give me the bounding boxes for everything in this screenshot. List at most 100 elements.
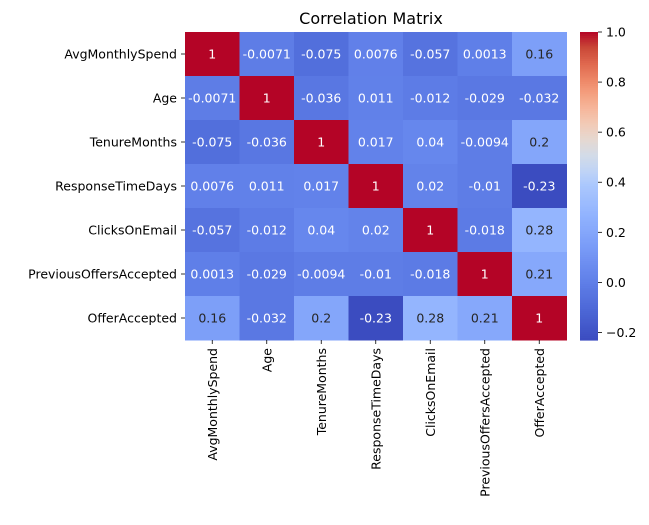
colorbar-segment xyxy=(580,268,598,272)
cell-value-label: 0.16 xyxy=(525,47,553,62)
colorbar-segment xyxy=(580,85,598,89)
colorbar-segment xyxy=(580,153,598,156)
colorbar-segment xyxy=(580,83,598,87)
y-tick-label: ResponseTimeDays xyxy=(55,179,177,194)
colorbar-segment xyxy=(580,180,598,183)
cell-value-label: 1 xyxy=(263,91,271,106)
colorbar-segment xyxy=(580,224,598,228)
colorbar-segment xyxy=(580,303,598,306)
cell-value-label: 0.011 xyxy=(358,91,394,106)
heatmap-cell xyxy=(185,252,240,297)
colorbar-segment xyxy=(580,184,598,187)
colorbar-segment xyxy=(580,203,598,206)
heatmap-cell xyxy=(348,32,404,77)
colorbar-segment xyxy=(580,118,598,122)
colorbar-segment xyxy=(580,228,598,231)
colorbar-segment xyxy=(580,328,598,331)
cell-value-label: 0.017 xyxy=(358,135,394,150)
colorbar-segment xyxy=(580,243,598,247)
colorbar-segment xyxy=(580,318,598,322)
colorbar-segment xyxy=(580,201,598,204)
cell-value-label: 1 xyxy=(481,267,489,282)
colorbar-segment xyxy=(580,289,598,293)
colorbar-segment xyxy=(580,151,598,154)
heatmap-cell xyxy=(185,296,240,341)
colorbar-segment xyxy=(580,109,598,112)
colorbar-segment xyxy=(580,239,598,243)
colorbar-segment xyxy=(580,205,598,208)
colorbar-segment xyxy=(580,313,598,316)
colorbar-segment xyxy=(580,309,598,312)
colorbar-segment xyxy=(580,336,598,339)
colorbar-segment xyxy=(580,257,598,260)
cell-value-label: 1 xyxy=(208,47,216,62)
heatmap-cell xyxy=(185,164,240,209)
colorbar: −0.2 0.0 0.2 0.4 0.6 0.8 1.0 xyxy=(580,25,636,341)
cell-value-label: 1 xyxy=(317,135,325,150)
heatmap-cell xyxy=(457,32,513,77)
heatmap-cell xyxy=(457,164,513,209)
cell-value-label: 0.04 xyxy=(416,135,444,150)
colorbar-segment xyxy=(580,103,598,106)
colorbar-segment xyxy=(580,330,598,333)
colorbar-segment xyxy=(580,307,598,310)
colorbar-segment xyxy=(580,116,598,120)
heatmap-cell xyxy=(185,120,240,165)
heatmap-cell xyxy=(512,120,567,165)
colorbar-segment xyxy=(580,51,598,54)
colorbar-segment xyxy=(580,41,598,45)
cell-value-label: -0.01 xyxy=(469,179,501,194)
colorbar-segment xyxy=(580,191,598,195)
colorbar-segment xyxy=(580,53,598,56)
cell-value-label: -0.018 xyxy=(410,267,450,282)
colorbar-segment xyxy=(580,143,598,147)
colorbar-segment xyxy=(580,255,598,258)
colorbar-segment xyxy=(580,76,598,79)
colorbar-segment xyxy=(580,93,598,97)
cell-value-label: -0.01 xyxy=(360,267,392,282)
colorbar-segment xyxy=(580,134,598,137)
cell-value-label: -0.032 xyxy=(247,311,287,326)
colorbar-segment xyxy=(580,141,598,145)
colorbar-segment xyxy=(580,159,598,162)
heatmap-cell xyxy=(457,120,513,165)
colorbar-segment xyxy=(580,147,598,151)
heatmap-cells: 1 -0.0071 -0.075 0.0076 -0.057 0.0013 0.16 -0.0… xyxy=(185,32,567,341)
colorbar-segment xyxy=(580,322,598,326)
colorbar-segment xyxy=(580,236,598,239)
colorbar-segment xyxy=(580,214,598,218)
colorbar-segment xyxy=(580,237,598,241)
colorbar-tick-label: 0.2 xyxy=(606,225,626,240)
colorbar-segment xyxy=(580,222,598,226)
cell-value-label: -0.057 xyxy=(410,47,450,62)
colorbar-segment xyxy=(580,207,598,210)
colorbar-tick-label: 0.4 xyxy=(606,175,626,190)
cell-value-label: -0.057 xyxy=(192,223,232,238)
colorbar-segment xyxy=(580,266,598,270)
colorbar-segment xyxy=(580,264,598,268)
x-tick-label: ResponseTimeDays xyxy=(368,348,383,470)
x-tick-label: PreviousOffersAccepted xyxy=(477,348,492,497)
colorbar-segment xyxy=(580,338,598,341)
cell-value-label: -0.23 xyxy=(360,311,392,326)
heatmap-cell xyxy=(512,76,567,121)
x-tick-label: TenureMonths xyxy=(314,348,329,436)
colorbar-segment xyxy=(580,82,598,85)
colorbar-segment xyxy=(580,155,598,158)
colorbar-segment xyxy=(580,99,598,102)
y-tick-label: PreviousOffersAccepted xyxy=(28,267,177,282)
colorbar-segment xyxy=(580,324,598,328)
colorbar-segment xyxy=(580,160,598,164)
colorbar-segment xyxy=(580,157,598,160)
cell-value-label: 0.0076 xyxy=(354,47,398,62)
colorbar-segment xyxy=(580,35,598,39)
colorbar-segment xyxy=(580,101,598,104)
colorbar-segment xyxy=(580,291,598,295)
colorbar-segment xyxy=(580,332,598,335)
colorbar-segment xyxy=(580,197,598,201)
colorbar-segment xyxy=(580,97,598,100)
cell-value-label: 0.21 xyxy=(525,267,553,282)
colorbar-segment xyxy=(580,189,598,193)
cell-value-label: 0.28 xyxy=(416,311,444,326)
colorbar-segment xyxy=(580,249,598,253)
